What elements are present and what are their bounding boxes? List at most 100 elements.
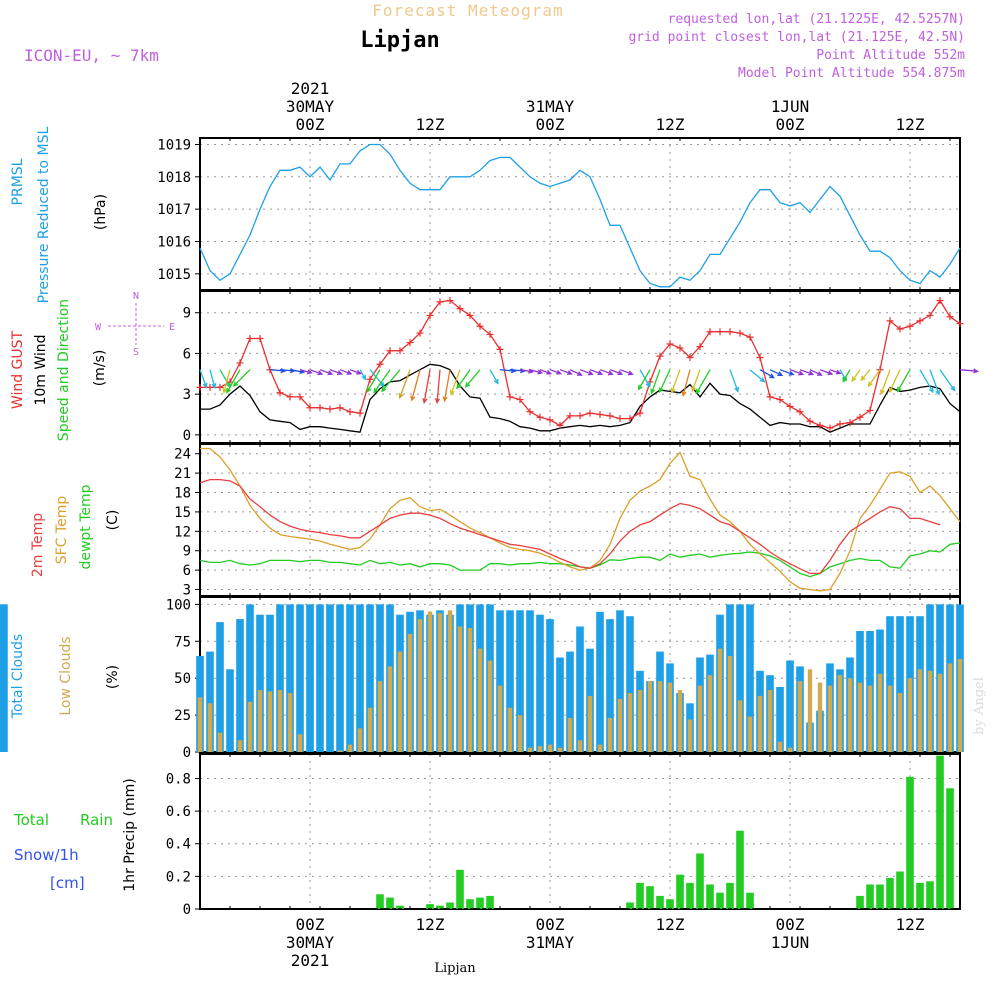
gust-marker xyxy=(946,313,954,321)
wind-arrow xyxy=(842,369,851,383)
gust-marker xyxy=(576,412,584,420)
total-cloud-bar xyxy=(546,619,554,752)
total-cloud-bar xyxy=(366,604,374,752)
total-cloud-bar xyxy=(356,604,364,752)
low-cloud-bar xyxy=(567,718,573,752)
total-cloud-bar xyxy=(216,622,224,752)
rain-bar xyxy=(726,882,734,909)
rain-bar xyxy=(656,895,664,909)
bottom-date-label: 31MAY xyxy=(526,933,575,952)
low-cloud-bar xyxy=(757,695,763,752)
rain-bar xyxy=(456,869,464,909)
low-cloud-bar xyxy=(927,670,933,752)
total-cloud-bar xyxy=(616,610,624,752)
wind-arrow xyxy=(269,368,287,374)
total-cloud-bar xyxy=(776,687,784,752)
low-cloud-bar xyxy=(907,678,913,752)
gust-marker xyxy=(836,420,844,428)
rain-bar xyxy=(876,884,884,909)
y-tick-label: 0 xyxy=(183,428,191,444)
gust-marker xyxy=(396,347,404,355)
wind-arrow xyxy=(658,369,671,394)
wind-arrow xyxy=(569,369,583,376)
top-hour-label: 00Z xyxy=(536,115,565,134)
low-cloud-bar xyxy=(537,746,543,752)
gust-marker xyxy=(596,411,604,418)
temp-unit-label: (C) xyxy=(105,510,121,531)
y-tick-label: 1017 xyxy=(157,202,191,218)
wind-arrow xyxy=(434,369,441,404)
low-cloud-bar xyxy=(577,740,583,752)
wind-arrow xyxy=(222,369,231,394)
total-cloud-bar xyxy=(786,660,794,752)
low-cloud-bar xyxy=(267,691,273,752)
gust-marker xyxy=(956,320,964,328)
wind-arrow xyxy=(373,369,391,394)
wind-arrow xyxy=(939,369,956,392)
compass-south: S xyxy=(133,347,139,358)
wind-arrow xyxy=(299,369,313,375)
total-cloud-bar xyxy=(606,619,614,752)
low-cloud-bar xyxy=(697,685,703,752)
bottom-hour-label: 00Z xyxy=(296,915,325,934)
low-cloud-bar xyxy=(837,675,843,752)
wind-arrow xyxy=(929,369,941,396)
low-cloud-bar xyxy=(847,678,853,752)
y-tick-label: 0.2 xyxy=(166,869,191,885)
location-title: Lipjan xyxy=(360,28,439,53)
low-cloud-bar xyxy=(247,701,253,752)
compass-west: W xyxy=(95,322,102,333)
rain-bar xyxy=(636,882,644,909)
wind-10m-label: 10m Wind xyxy=(33,334,49,405)
y-tick-label: 24 xyxy=(174,447,191,463)
wind-arrow xyxy=(309,369,324,376)
wind-arrow xyxy=(369,369,385,388)
y-tick-label: 6 xyxy=(183,563,191,579)
bottom-hour-label: 00Z xyxy=(536,915,565,934)
gust-marker xyxy=(206,383,214,391)
gust-marker xyxy=(406,339,414,347)
total-cloud-bar xyxy=(536,614,544,752)
low-cloud-bar xyxy=(727,656,733,752)
bottom-date-label: 30MAY xyxy=(286,933,335,952)
panel-frame xyxy=(199,290,961,444)
gust-marker xyxy=(606,412,614,420)
y-tick-label: 3 xyxy=(183,387,191,403)
sfc-temp-line xyxy=(200,447,961,592)
gust-marker xyxy=(376,360,384,368)
low-cloud-bar xyxy=(487,660,493,752)
rain-bar xyxy=(716,892,724,909)
top-date-label: 30MAY xyxy=(286,97,335,116)
rain-bar xyxy=(946,788,954,909)
low-cloud-bar xyxy=(607,718,613,752)
low-cloud-bar xyxy=(587,695,593,752)
low-cloud-bar xyxy=(367,707,373,752)
rain-bar xyxy=(866,884,874,909)
footer-location: Lipjan xyxy=(434,961,476,976)
low-cloud-bar xyxy=(417,619,423,752)
total-cloud-bar xyxy=(526,610,534,752)
wind-arrow xyxy=(489,369,499,385)
clouds-unit-label: (%) xyxy=(105,665,121,689)
pressure-line xyxy=(199,143,961,288)
low-cloud-bar xyxy=(407,633,413,752)
model-label: ICON-EU, ~ 7km xyxy=(24,46,159,65)
low-cloud-bar xyxy=(297,734,303,752)
y-tick-label: 6 xyxy=(183,346,191,362)
y-tick-label: 1016 xyxy=(157,234,191,250)
low-cloud-bar xyxy=(807,669,813,752)
wind-arrow xyxy=(329,369,343,376)
y-tick-label: 12 xyxy=(174,524,191,540)
wind-arrow xyxy=(359,369,367,381)
wind-arrow xyxy=(779,369,795,376)
wind-arrow xyxy=(579,369,594,376)
low-cloud-bar xyxy=(447,610,453,752)
low-cloud-bar xyxy=(517,715,523,752)
rain-bar xyxy=(686,882,694,909)
total-clouds-label: Total Clouds xyxy=(10,634,26,719)
y-tick-label: 75 xyxy=(174,634,191,650)
low-cloud-bar xyxy=(527,747,533,752)
wind-10m-line xyxy=(200,363,961,433)
